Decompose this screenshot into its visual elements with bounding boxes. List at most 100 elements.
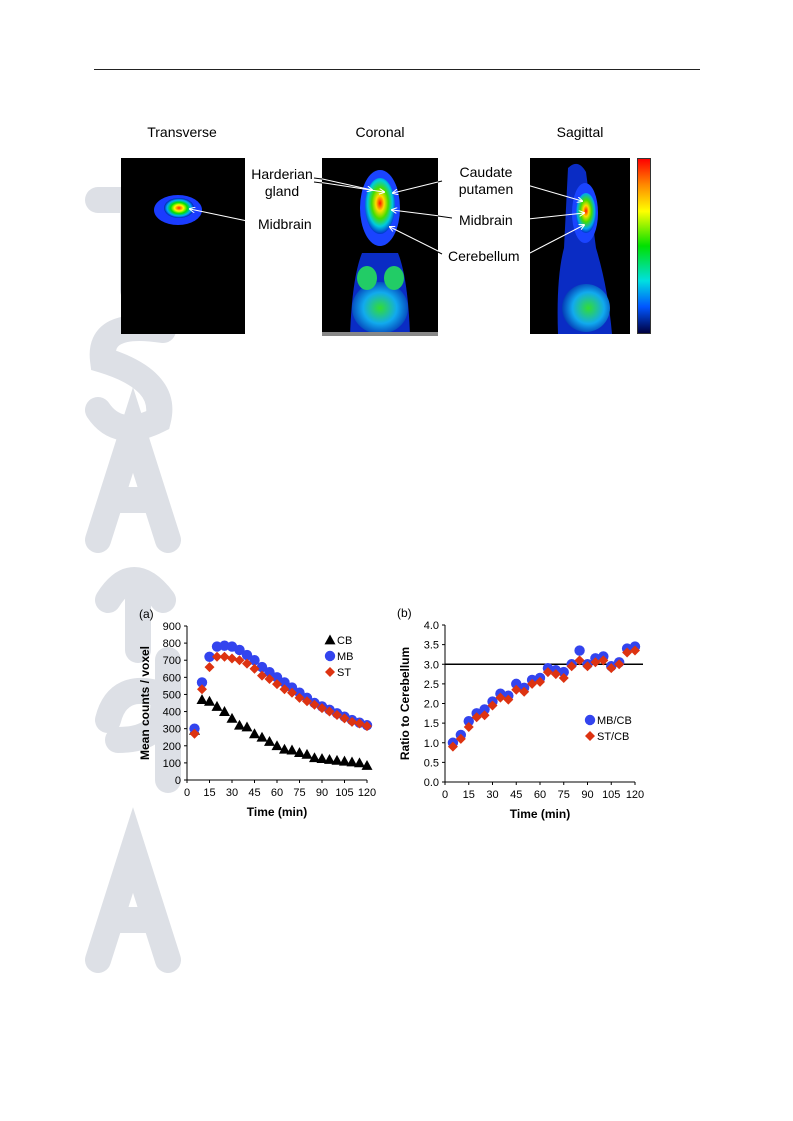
chart-a-point-mb bbox=[279, 677, 290, 688]
chart-a-ytick-label: 500 bbox=[163, 689, 181, 701]
chart-a-point-st bbox=[354, 718, 365, 729]
transverse-pet-image bbox=[121, 158, 245, 334]
chart-b-xtick-label: 45 bbox=[510, 789, 522, 801]
chart-a-xtick-label: 30 bbox=[226, 787, 238, 799]
chart-b-point-st-cb bbox=[511, 684, 522, 695]
chart-b-ytick-label: 4.0 bbox=[424, 620, 439, 632]
chart-b-point-st-cb bbox=[471, 712, 482, 723]
chart-a-time-activity: (a) 0 100 200 300 400 500 600 700 800 900 0 15 30 45 60… bbox=[138, 607, 376, 819]
chart-b-ytick-label: 3.5 bbox=[424, 640, 439, 652]
chart-b-ytick-label: 3.0 bbox=[424, 659, 439, 671]
chart-b-point-mb-cb bbox=[558, 666, 569, 678]
chart-b-point-st-cb bbox=[479, 710, 490, 721]
chart-b-ytick-label: 1.0 bbox=[424, 738, 439, 750]
chart-a-point-st bbox=[249, 663, 260, 674]
chart-b-x-axis-label: Time (min) bbox=[510, 807, 570, 821]
chart-b-point-st-cb bbox=[487, 700, 498, 711]
chart-a-point-cb bbox=[256, 731, 268, 742]
chart-b-xtick-label: 30 bbox=[486, 789, 498, 801]
chart-b-legend-label-st-cb: ST/CB bbox=[597, 731, 629, 743]
chart-a-point-st bbox=[317, 703, 327, 714]
chart-a-point-st bbox=[219, 651, 230, 662]
chart-a-point-cb bbox=[346, 756, 358, 767]
chart-a-point-mb bbox=[271, 672, 283, 683]
chart-a-point-st bbox=[272, 679, 282, 690]
chart-a-ytick-label: 100 bbox=[163, 758, 181, 770]
chart-a-point-mb bbox=[234, 644, 245, 656]
chart-b-point-st-cb bbox=[550, 669, 561, 680]
chart-a-point-cb bbox=[204, 695, 215, 706]
chart-a-panel-label: (a) bbox=[139, 607, 154, 621]
label-harderian-line2: gland bbox=[264, 183, 300, 199]
chart-a-point-mb bbox=[204, 651, 215, 662]
chart-a-legend-marker-mb bbox=[324, 650, 336, 662]
chart-a-point-st bbox=[294, 692, 305, 703]
chart-a-ytick-label: 900 bbox=[163, 621, 181, 633]
chart-b-point-st-cb bbox=[503, 694, 514, 705]
chart-a-point-cb bbox=[226, 712, 238, 723]
chart-a-point-cb bbox=[361, 759, 373, 770]
chart-b-xtick-label: 75 bbox=[558, 789, 570, 801]
chart-a-ytick-label: 200 bbox=[163, 741, 181, 753]
chart-b-y-axis-label: Ratio to Cerebellum bbox=[398, 647, 412, 760]
chart-b-point-st-cb bbox=[622, 647, 633, 658]
chart-a-ytick-label: 800 bbox=[163, 638, 181, 650]
chart-b-point-st-cb bbox=[542, 667, 553, 678]
chart-b-legend-marker-mb-cb bbox=[584, 714, 596, 726]
coronal-pet-image bbox=[322, 158, 438, 336]
header-rule bbox=[94, 69, 700, 70]
chart-a-xtick-label: 45 bbox=[248, 787, 260, 799]
chart-b-point-mb-cb bbox=[511, 678, 522, 690]
chart-a-point-st bbox=[212, 651, 222, 662]
chart-b-point-st-cb bbox=[598, 655, 609, 666]
chart-b-point-st-cb bbox=[558, 672, 569, 683]
chart-a-point-cb bbox=[219, 706, 230, 716]
chart-a-point-cb bbox=[324, 753, 335, 764]
chart-b-point-st-cb bbox=[614, 659, 625, 670]
chart-a-point-cb bbox=[241, 721, 253, 732]
chart-b-ratio-to-cerebellum: (b) 0.0 0.5 1.0 1.5 2.0 2.5 3.0 3.5 4.0 0 15 30 45 60 7… bbox=[397, 606, 644, 821]
chart-a-point-mb bbox=[189, 723, 200, 734]
chart-a-point-cb bbox=[211, 700, 223, 711]
chart-a-point-cb bbox=[196, 694, 208, 704]
chart-a-legend-marker-st bbox=[325, 667, 335, 677]
chart-a-ytick-label: 700 bbox=[163, 655, 181, 667]
chart-b-point-st-cb bbox=[495, 692, 506, 703]
chart-a-legend-label-st: ST bbox=[337, 667, 351, 679]
panel-title-coronal: Coronal bbox=[355, 124, 405, 140]
chart-b-point-st-cb bbox=[574, 655, 585, 666]
chart-b-point-st-cb bbox=[606, 663, 617, 674]
chart-a-xtick-label: 90 bbox=[316, 787, 328, 799]
chart-b-point-st-cb bbox=[535, 676, 545, 687]
chart-a-xtick-label: 60 bbox=[271, 787, 283, 799]
annotation-arrows bbox=[0, 177, 793, 256]
intensity-colorbar bbox=[637, 158, 651, 334]
chart-a-ytick-label: 0 bbox=[175, 775, 181, 787]
chart-a-xtick-label: 75 bbox=[293, 787, 305, 799]
chart-a-point-st bbox=[234, 655, 245, 666]
chart-a-point-cb bbox=[249, 728, 260, 739]
chart-b-xtick-label: 60 bbox=[534, 789, 546, 801]
chart-b-ytick-label: 2.5 bbox=[424, 679, 439, 691]
label-harderian-gland: Harderian gland bbox=[250, 166, 314, 200]
chart-a-point-mb bbox=[219, 640, 230, 651]
label-caudate-putamen: Caudate putamen bbox=[456, 164, 516, 198]
chart-a-point-cb bbox=[331, 754, 343, 765]
chart-a-point-st bbox=[189, 728, 200, 739]
chart-b-point-st-cb bbox=[519, 686, 530, 697]
chart-b-panel-label: (b) bbox=[397, 606, 412, 620]
chart-b-point-st-cb bbox=[455, 733, 466, 744]
label-cerebellum: Cerebellum bbox=[448, 248, 520, 264]
chart-b-ytick-label: 0.5 bbox=[424, 757, 439, 769]
chart-a-y-axis-label: Mean counts / voxel bbox=[138, 646, 152, 760]
chart-b-point-mb-cb bbox=[574, 645, 585, 656]
chart-b-xtick-label: 15 bbox=[463, 789, 475, 801]
chart-b-point-st-cb bbox=[630, 645, 640, 656]
chart-b-ytick-label: 1.5 bbox=[424, 718, 439, 730]
chart-b-point-st-cb bbox=[463, 722, 474, 733]
chart-a-xtick-label: 105 bbox=[335, 787, 353, 799]
chart-a-point-st bbox=[227, 653, 237, 664]
chart-a-legend-label-mb: MB bbox=[337, 651, 354, 663]
chart-b-xtick-label: 120 bbox=[626, 789, 644, 801]
chart-a-point-st bbox=[347, 716, 357, 727]
